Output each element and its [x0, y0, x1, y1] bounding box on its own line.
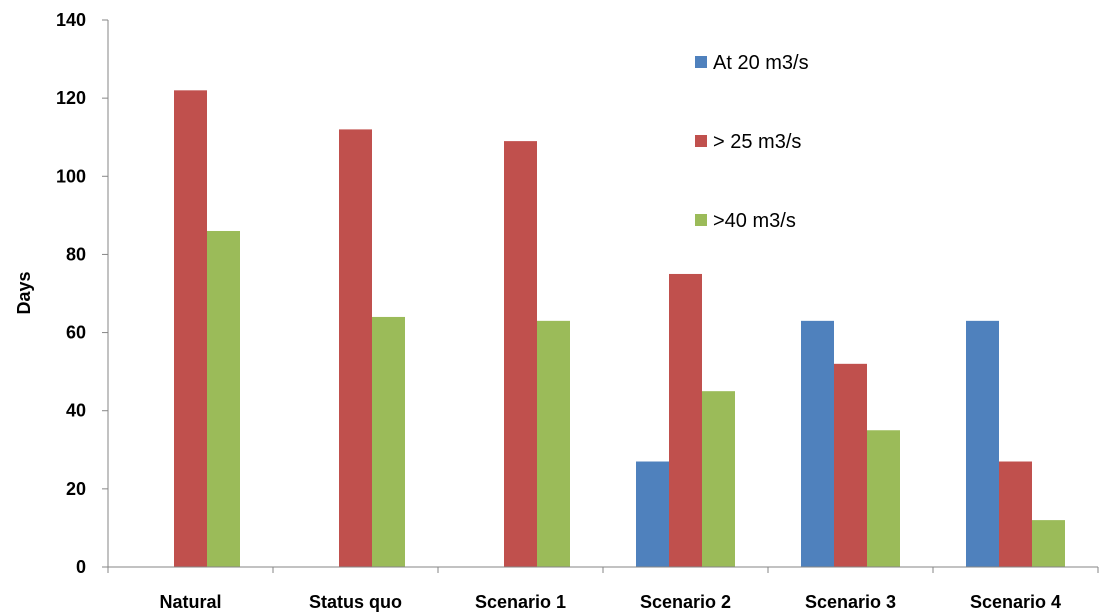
bar — [669, 273, 702, 567]
legend-swatch — [695, 56, 707, 68]
x-axis-ticks: Natural Status quo Scenario 1 Scenario 2 Sce… — [107, 567, 1099, 612]
legend-label: >40 m3/s — [713, 210, 796, 232]
y-tick-label: 0 — [76, 557, 86, 577]
x-tick-label: Scenario 1 — [475, 592, 566, 612]
y-tick-label: 140 — [56, 10, 86, 30]
bar — [867, 430, 900, 567]
bar — [207, 230, 240, 567]
bar — [801, 320, 834, 567]
bar — [999, 461, 1032, 567]
legend-label: > 25 m3/s — [713, 131, 801, 153]
x-tick-label: Scenario 2 — [640, 592, 731, 612]
y-axis-title: Days — [14, 271, 34, 314]
bar — [174, 90, 207, 567]
bar — [1032, 520, 1065, 567]
axes — [107, 20, 1098, 568]
bar — [372, 316, 405, 567]
y-tick-label: 20 — [66, 479, 86, 499]
y-tick-label: 100 — [56, 166, 86, 186]
bars — [174, 90, 1065, 567]
bar — [504, 141, 537, 567]
legend-swatch — [695, 135, 707, 147]
x-tick-label: Scenario 4 — [970, 592, 1061, 612]
bar — [966, 320, 999, 567]
bar — [537, 320, 570, 567]
y-tick-label: 40 — [66, 401, 86, 421]
legend-label: At 20 m3/s — [713, 52, 809, 74]
bar — [834, 363, 867, 567]
y-tick-label: 80 — [66, 244, 86, 264]
x-tick-label: Natural — [159, 592, 221, 612]
bar — [702, 391, 735, 567]
bar — [339, 129, 372, 567]
legend-swatch — [695, 214, 707, 226]
bar — [636, 461, 669, 567]
y-tick-label: 120 — [56, 88, 86, 108]
x-tick-label: Scenario 3 — [805, 592, 896, 612]
x-tick-label: Status quo — [309, 592, 402, 612]
y-axis-ticks: 0 20 40 60 80 100 120 140 — [56, 10, 108, 577]
y-tick-label: 60 — [66, 323, 86, 343]
legend: At 20 m3/s > 25 m3/s >40 m3/s — [695, 52, 809, 232]
